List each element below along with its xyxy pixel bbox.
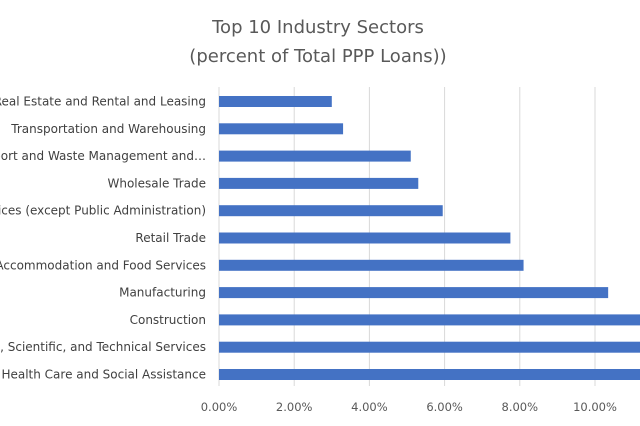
category-labels: Real Estate and Rental and Leasing Transp… bbox=[0, 95, 206, 382]
bar bbox=[219, 96, 332, 107]
x-tick-label: 4.00% bbox=[351, 400, 388, 414]
chart-title-line-2: (percent of Total PPP Loans)) bbox=[189, 46, 446, 67]
bar bbox=[219, 369, 640, 380]
x-tick-label: 10.00% bbox=[573, 400, 617, 414]
bar bbox=[219, 287, 609, 299]
x-tick-label: 8.00% bbox=[502, 400, 539, 414]
x-tick-labels: 0.00%2.00%4.00%6.00%8.00%10.00%12.00% bbox=[201, 400, 617, 414]
bar bbox=[219, 259, 524, 271]
category-label: Transportation and Warehousing bbox=[10, 122, 206, 136]
bar bbox=[219, 205, 443, 217]
category-label: Other Services (except Public Administra… bbox=[0, 204, 206, 218]
bar bbox=[219, 123, 344, 135]
category-label: Administrative and Support and Waste Man… bbox=[0, 149, 206, 163]
bar bbox=[219, 314, 640, 326]
category-label: Wholesale Trade bbox=[107, 176, 206, 190]
x-tick-label: 6.00% bbox=[426, 400, 463, 414]
category-label: Construction bbox=[130, 313, 206, 327]
category-label: Accommodation and Food Services bbox=[0, 258, 206, 272]
chart-title-line-1: Top 10 Industry Sectors bbox=[211, 17, 424, 38]
bar bbox=[219, 232, 511, 244]
bars bbox=[219, 96, 640, 380]
x-tick-label: 2.00% bbox=[276, 400, 313, 414]
category-label: Professional, Scientific, and Technical … bbox=[0, 340, 206, 354]
category-label: Health Care and Social Assistance bbox=[1, 368, 206, 382]
x-tick-label: 0.00% bbox=[201, 400, 238, 414]
bar bbox=[219, 341, 640, 353]
category-label: Real Estate and Rental and Leasing bbox=[0, 95, 206, 109]
bar bbox=[219, 150, 411, 162]
category-label: Retail Trade bbox=[135, 231, 206, 245]
bar bbox=[219, 177, 419, 189]
category-label: Manufacturing bbox=[119, 286, 206, 300]
